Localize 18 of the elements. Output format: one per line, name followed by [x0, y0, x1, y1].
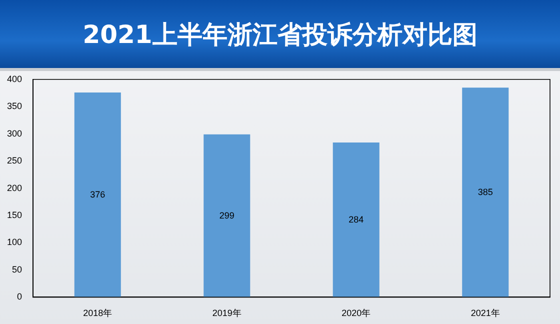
y-tick-label: 250 [6, 156, 22, 166]
y-tick-label: 0 [17, 292, 22, 302]
chart-title: 2021上半年浙江省投诉分析对比图 [82, 18, 478, 50]
data-label: 284 [348, 214, 364, 224]
y-tick-label: 100 [6, 237, 22, 248]
y-tick-label: 350 [6, 101, 22, 112]
data-label: 299 [219, 210, 234, 220]
y-tick-label: 200 [6, 182, 22, 193]
y-tick-label: 300 [6, 128, 22, 138]
x-tick-label: 2020年 [342, 308, 371, 318]
x-tick-label: 2021年 [470, 308, 500, 318]
y-tick-label: 150 [6, 210, 22, 220]
data-label: 376 [90, 189, 106, 200]
data-label: 385 [478, 186, 493, 197]
y-tick-label: 400 [6, 74, 22, 84]
x-tick-label: 2018年 [83, 308, 112, 318]
x-tick-label: 2019年 [212, 308, 242, 318]
y-tick-label: 50 [12, 264, 22, 274]
